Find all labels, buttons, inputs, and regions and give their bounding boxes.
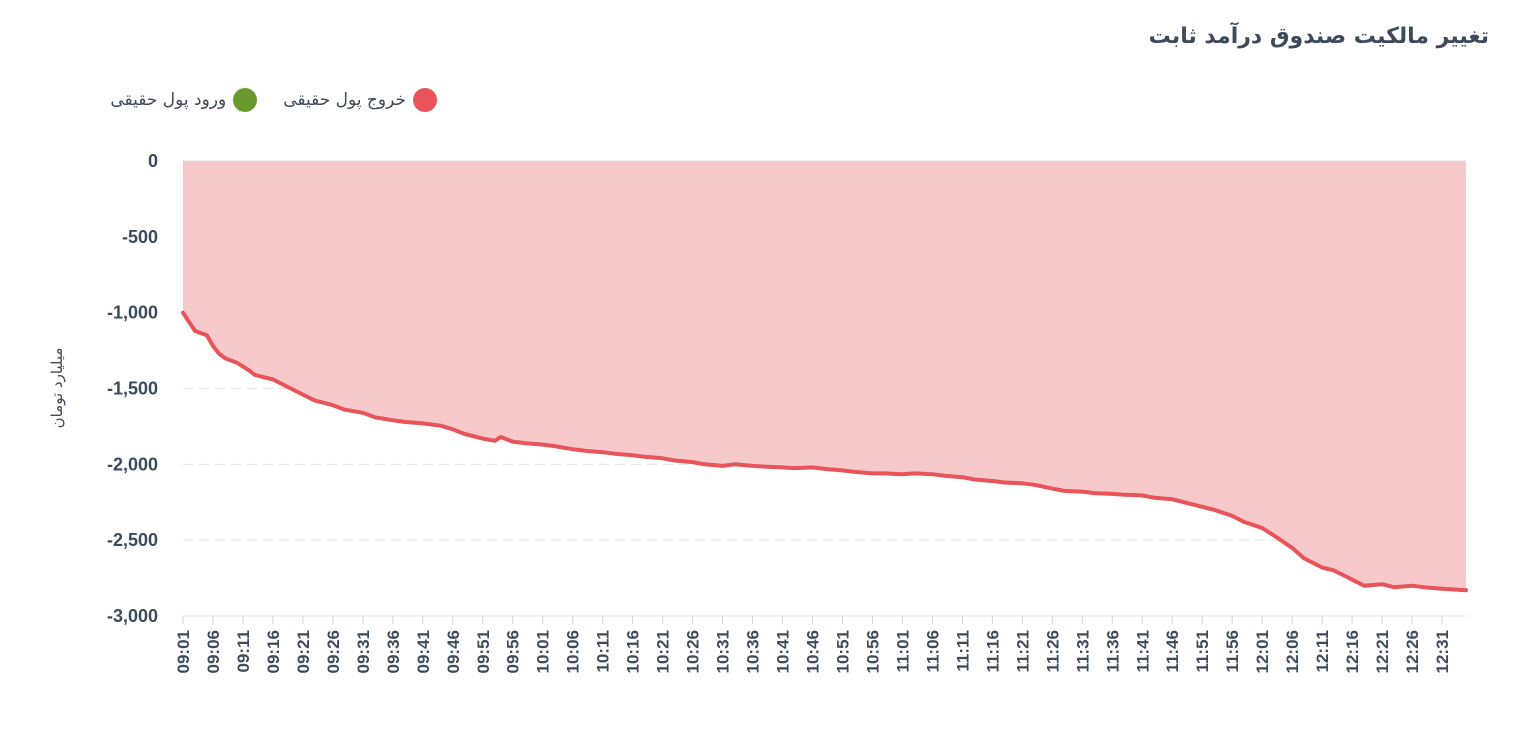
x-tick-label: 10:36 [744, 630, 763, 673]
x-tick-label: 12:21 [1373, 630, 1392, 673]
x-tick-label: 09:51 [474, 630, 493, 673]
x-tick-label: 11:06 [923, 630, 942, 673]
x-tick-label: 10:01 [534, 630, 553, 673]
x-tick-label: 11:36 [1103, 630, 1122, 673]
y-axis: 0 -500 -1,000 -1,500 -2,000 -2,500 -3,000 [107, 151, 158, 626]
legend-item-outflow[interactable]: خروج پول حقیقی [283, 88, 437, 112]
series-line-outflow [181, 310, 1468, 593]
x-tick-label: 10:51 [833, 630, 852, 673]
x-axis: 09:01 09:06 09:11 09:16 09:21 09:26 09:31 09:36… [174, 616, 1452, 673]
y-tick-label: -2,500 [107, 530, 158, 550]
x-tick-label: 11:11 [953, 630, 972, 672]
x-tick-label: 09:41 [414, 630, 433, 673]
legend: خروج پول حقیقی ورود پول حقیقی [110, 88, 437, 112]
x-tick-label: 11:26 [1043, 630, 1062, 673]
x-tick-label: 10:31 [714, 630, 733, 673]
x-tick-label: 09:11 [234, 630, 253, 673]
x-tick-label: 12:06 [1283, 630, 1302, 673]
x-tick-label: 12:16 [1343, 630, 1362, 673]
x-tick-label: 11:41 [1133, 630, 1152, 673]
y-tick-label: -1,000 [107, 303, 158, 323]
x-tick-label: 09:36 [384, 630, 403, 673]
legend-label-inflow: ورود پول حقیقی [110, 90, 227, 110]
x-tick-label: 09:56 [504, 630, 523, 673]
legend-item-inflow[interactable]: ورود پول حقیقی [110, 88, 258, 112]
x-tick-label: 09:16 [264, 630, 283, 673]
x-tick-label: 09:31 [354, 630, 373, 673]
x-tick-label: 10:46 [804, 630, 823, 673]
x-tick-label: 12:11 [1313, 630, 1332, 673]
legend-dot-outflow [413, 88, 437, 112]
series-area-outflow [183, 161, 1466, 591]
x-tick-label: 11:16 [983, 630, 1002, 673]
y-tick-label: -500 [122, 227, 158, 247]
x-tick-label: 09:21 [294, 630, 313, 673]
x-tick-label: 09:46 [444, 630, 463, 673]
chart-title: تغییر مالکیت صندوق درآمد ثابت [1148, 24, 1489, 49]
x-tick-label: 10:26 [684, 630, 703, 673]
x-tick-label: 10:11 [594, 630, 613, 673]
x-tick-label: 12:31 [1433, 630, 1452, 673]
x-tick-label: 10:16 [624, 630, 643, 673]
x-tick-label: 10:06 [564, 630, 583, 673]
x-tick-label: 09:01 [174, 630, 193, 673]
x-tick-label: 09:06 [204, 630, 223, 673]
y-tick-label: -2,000 [107, 454, 158, 474]
x-tick-label: 11:46 [1163, 630, 1182, 673]
x-tick-label: 12:26 [1403, 630, 1422, 673]
y-tick-label: -1,500 [107, 379, 158, 399]
x-tick-label: 12:01 [1253, 630, 1272, 673]
y-tick-label: -3,000 [107, 606, 158, 626]
x-tick-label: 10:21 [654, 630, 673, 673]
x-tick-label: 10:56 [863, 630, 882, 673]
x-tick-label: 11:01 [893, 630, 912, 673]
legend-dot-inflow [233, 88, 258, 112]
x-tick-label: 11:31 [1073, 630, 1092, 673]
y-axis-label: میلیارد تومان [48, 348, 66, 429]
x-tick-label: 11:51 [1193, 630, 1212, 673]
y-tick-label: 0 [148, 151, 158, 171]
legend-label-outflow: خروج پول حقیقی [283, 90, 406, 110]
x-tick-label: 10:41 [774, 630, 793, 673]
x-tick-label: 09:26 [324, 630, 343, 673]
x-tick-label: 11:21 [1013, 630, 1032, 673]
x-tick-label: 11:56 [1223, 630, 1242, 673]
